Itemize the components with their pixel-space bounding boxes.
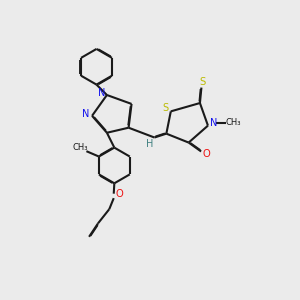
Text: S: S (162, 103, 169, 113)
Text: S: S (200, 76, 206, 87)
Text: H: H (146, 139, 154, 149)
Text: CH₃: CH₃ (72, 143, 88, 152)
Text: N: N (82, 109, 89, 119)
Text: N: N (98, 88, 105, 98)
Text: N: N (210, 118, 217, 128)
Text: O: O (202, 149, 210, 160)
Text: O: O (116, 189, 124, 199)
Text: CH₃: CH₃ (225, 118, 241, 127)
